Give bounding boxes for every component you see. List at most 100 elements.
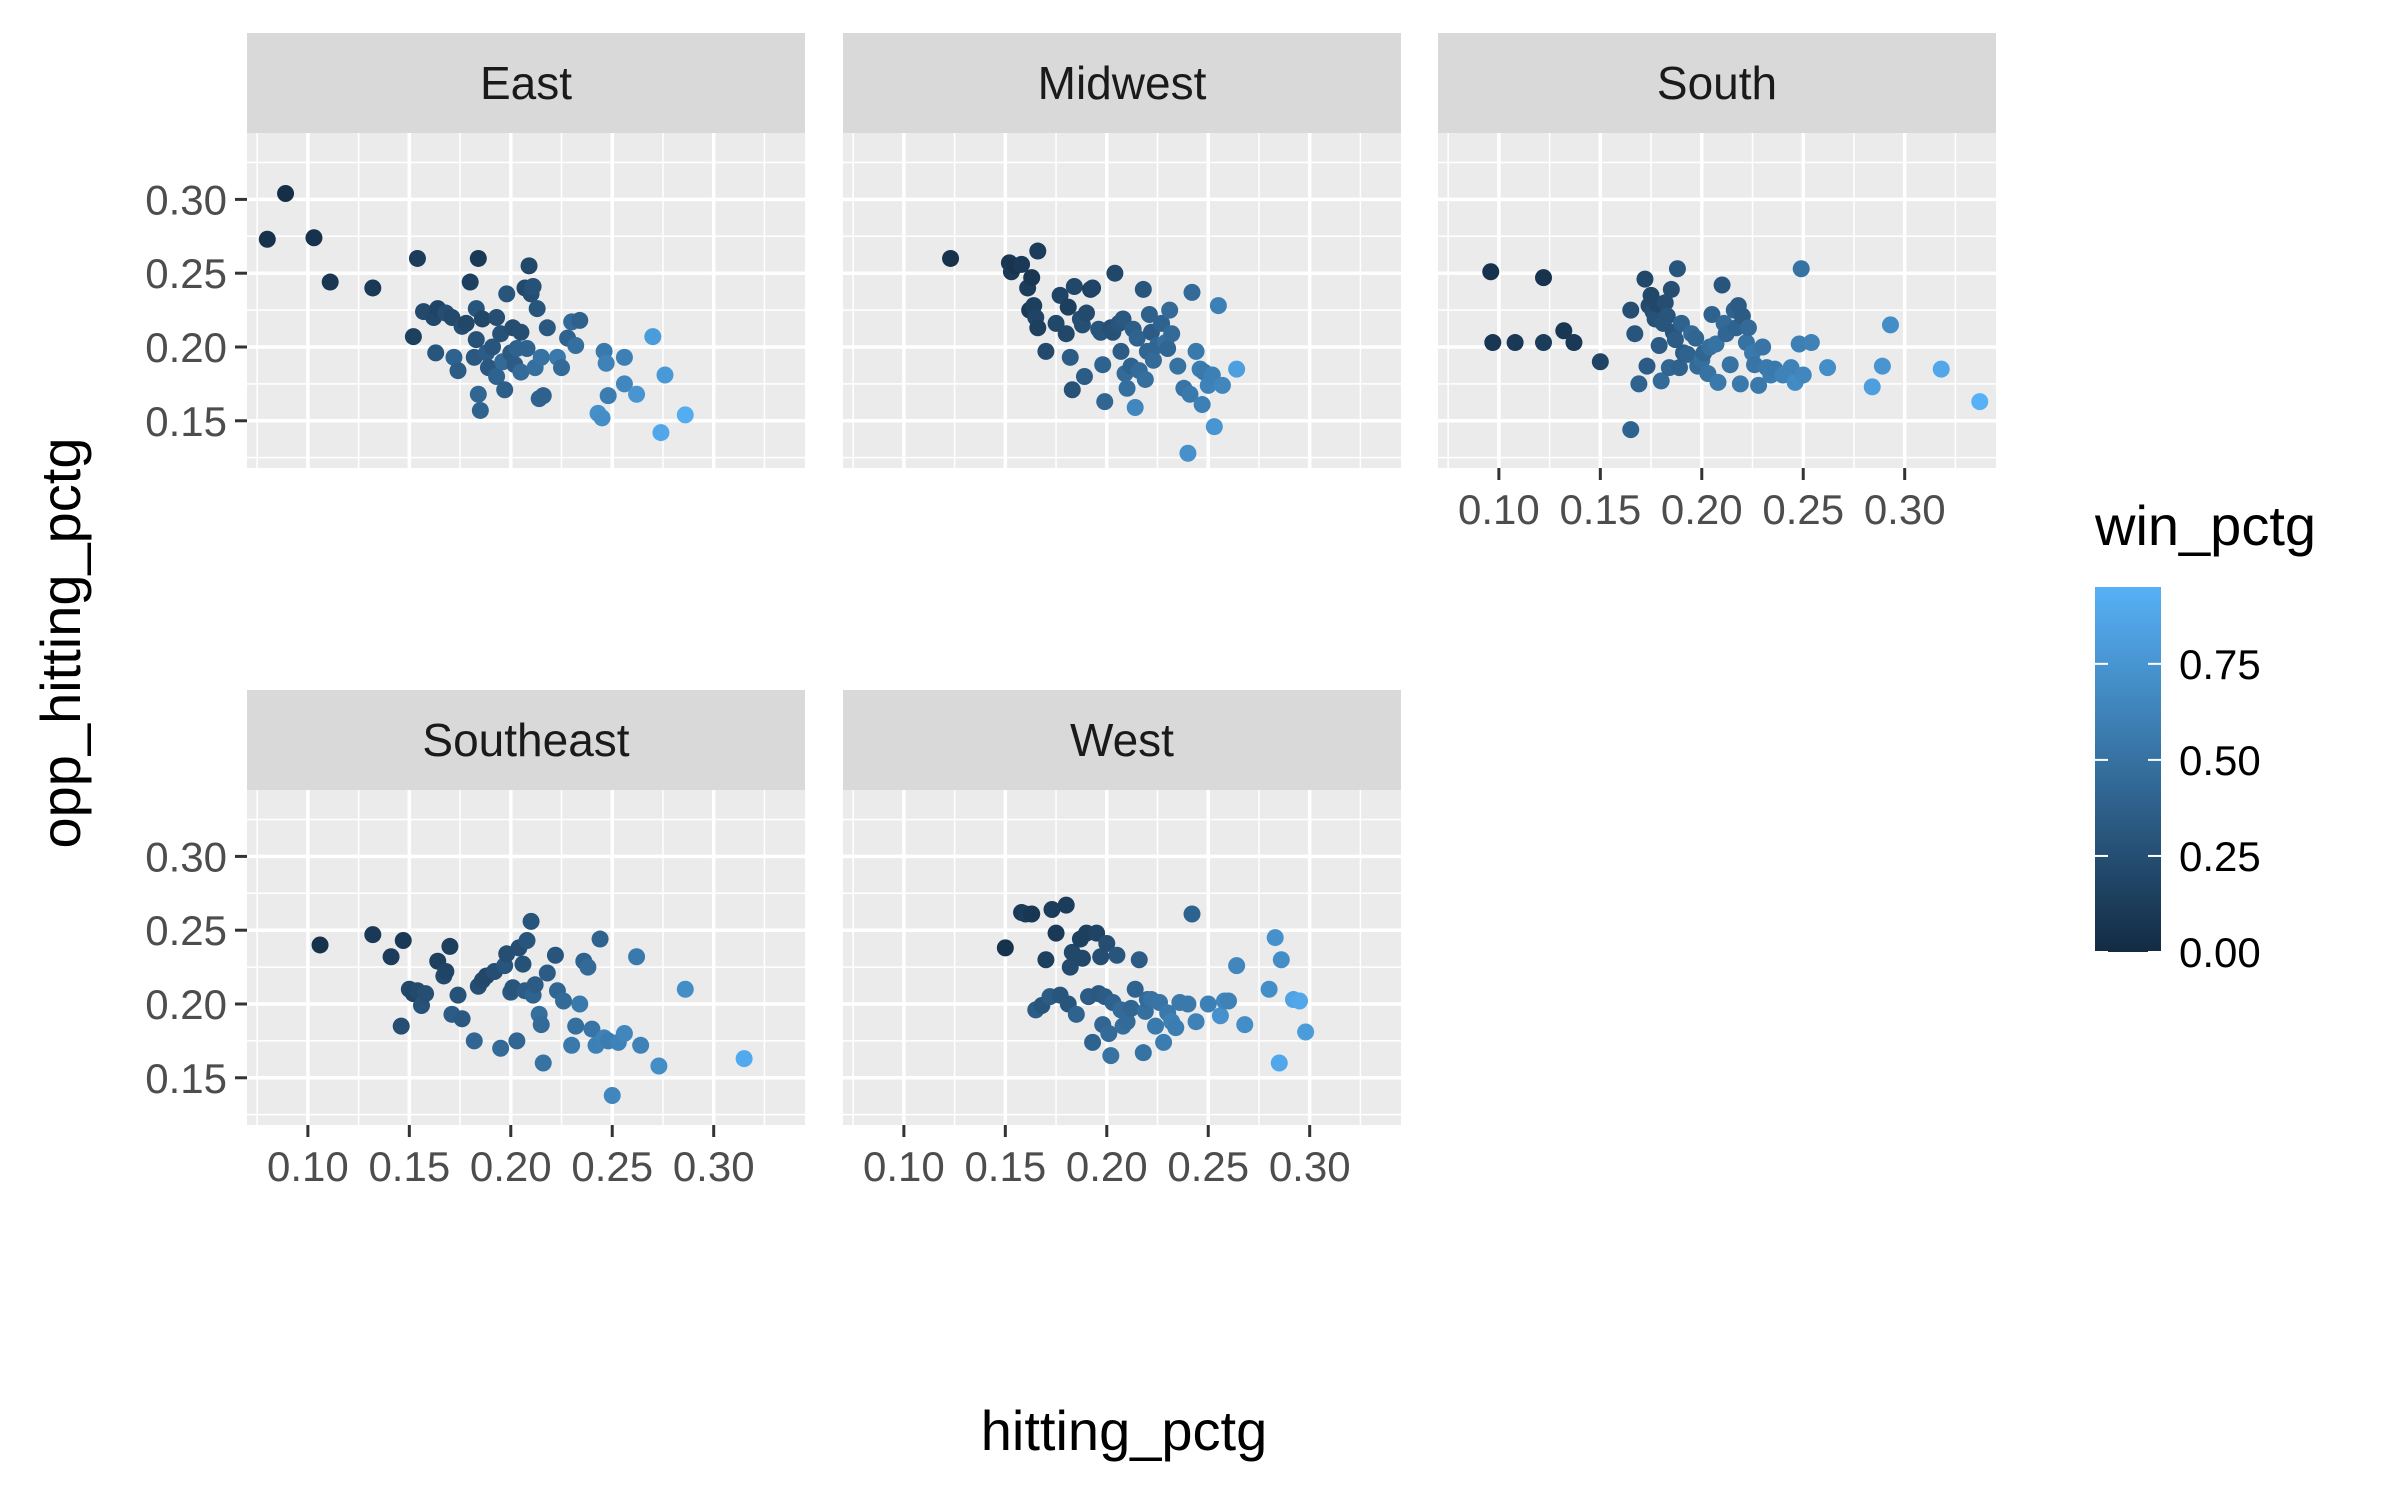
data-point xyxy=(1029,319,1047,337)
data-point xyxy=(538,964,556,982)
data-point xyxy=(441,937,459,955)
data-point xyxy=(518,339,536,357)
data-point xyxy=(394,932,412,950)
data-point xyxy=(1272,951,1290,969)
data-point xyxy=(311,936,329,954)
x-tick-label: 0.30 xyxy=(673,1143,755,1190)
data-point xyxy=(1118,1013,1136,1031)
data-point xyxy=(512,323,530,341)
data-point xyxy=(465,1032,483,1050)
y-tick-label: 0.30 xyxy=(145,833,227,880)
data-point xyxy=(1126,980,1144,998)
data-point xyxy=(1652,372,1670,390)
data-point xyxy=(1794,366,1812,384)
x-tick-label: 0.10 xyxy=(863,1143,945,1190)
data-point xyxy=(1622,301,1640,319)
data-point xyxy=(1037,342,1055,360)
data-point xyxy=(445,348,463,366)
x-tick-label: 0.10 xyxy=(1458,486,1540,533)
x-tick-label: 0.15 xyxy=(964,1143,1046,1190)
data-point xyxy=(1792,260,1810,278)
data-point xyxy=(1662,280,1680,298)
data-point xyxy=(408,249,426,267)
data-point xyxy=(942,249,960,267)
data-point xyxy=(1535,334,1553,352)
data-point xyxy=(1291,992,1309,1010)
data-point xyxy=(1932,360,1950,378)
data-point xyxy=(1754,338,1772,356)
data-point xyxy=(1220,992,1238,1010)
data-point xyxy=(1721,356,1739,374)
x-tick-label: 0.15 xyxy=(368,1143,450,1190)
data-point xyxy=(615,1025,633,1043)
data-point xyxy=(1059,298,1077,316)
data-point xyxy=(1187,342,1205,360)
y-tick-label: 0.25 xyxy=(145,250,227,297)
data-point xyxy=(735,1050,753,1068)
facet-panels: East Midwest South Southeast West xyxy=(247,33,1996,1125)
data-point xyxy=(644,328,662,346)
y-tick-label: 0.15 xyxy=(145,398,227,445)
data-point xyxy=(1047,924,1065,942)
data-point xyxy=(498,285,516,303)
data-point xyxy=(364,279,382,297)
data-point xyxy=(1819,359,1837,377)
x-tick-label: 0.30 xyxy=(1269,1143,1351,1190)
data-point xyxy=(512,363,530,381)
data-point xyxy=(652,424,670,442)
data-point xyxy=(583,1020,601,1038)
data-point xyxy=(1636,270,1654,288)
data-point xyxy=(1713,276,1731,294)
data-point xyxy=(1112,342,1130,360)
data-point xyxy=(615,348,633,366)
data-point xyxy=(676,980,694,998)
data-point xyxy=(571,995,589,1013)
data-point xyxy=(392,1017,410,1035)
legend-ticks: 0.75 0.50 0.25 0.00 xyxy=(2095,641,2261,976)
data-point xyxy=(1679,345,1697,363)
data-point xyxy=(1067,1005,1085,1023)
data-point xyxy=(1205,418,1223,436)
facet-strip xyxy=(1438,33,1996,133)
data-point xyxy=(1183,905,1201,923)
data-point xyxy=(1118,379,1136,397)
facet-strip-label: East xyxy=(480,57,572,109)
data-point xyxy=(496,381,514,399)
data-point xyxy=(1863,378,1881,396)
data-point xyxy=(277,185,295,203)
data-point xyxy=(1709,373,1727,391)
data-point xyxy=(1092,948,1110,966)
data-point xyxy=(1094,356,1112,374)
data-point xyxy=(417,985,435,1003)
data-point xyxy=(1106,264,1124,282)
data-point xyxy=(1297,1023,1315,1041)
data-point xyxy=(1159,339,1177,357)
data-point xyxy=(1140,306,1158,324)
data-point xyxy=(467,331,485,349)
data-point xyxy=(632,1036,650,1054)
x-tick-label: 0.15 xyxy=(1559,486,1641,533)
data-point xyxy=(1739,319,1757,337)
data-point xyxy=(1144,351,1162,369)
data-point xyxy=(563,1036,581,1054)
data-point xyxy=(461,273,479,291)
data-point xyxy=(1183,283,1201,301)
data-point xyxy=(469,249,487,267)
data-point xyxy=(1037,951,1055,969)
data-point xyxy=(437,963,455,981)
data-point xyxy=(1023,905,1041,923)
data-point xyxy=(469,385,487,403)
facet-strip-label: West xyxy=(1070,714,1174,766)
x-tick-label: 0.25 xyxy=(571,1143,653,1190)
data-point xyxy=(1075,368,1093,386)
data-point xyxy=(656,366,674,384)
facet-strip xyxy=(843,690,1401,790)
data-point xyxy=(1063,381,1081,399)
data-point xyxy=(593,409,611,427)
data-point xyxy=(1626,325,1644,343)
y-tick-label: 0.20 xyxy=(145,324,227,371)
x-axis-label: hitting_pctg xyxy=(981,1399,1267,1462)
data-point xyxy=(520,257,538,275)
data-point xyxy=(546,946,564,964)
